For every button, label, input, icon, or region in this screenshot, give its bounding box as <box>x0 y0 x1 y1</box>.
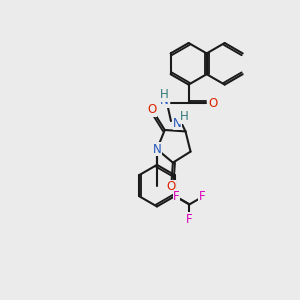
Text: H: H <box>160 88 169 101</box>
Text: O: O <box>167 180 176 193</box>
Text: N: N <box>173 117 182 130</box>
Text: F: F <box>199 190 206 203</box>
Text: N: N <box>160 94 169 107</box>
Text: H: H <box>180 110 188 123</box>
Text: F: F <box>173 190 180 203</box>
Text: O: O <box>147 103 157 116</box>
Text: N: N <box>153 143 161 156</box>
Text: O: O <box>208 97 218 110</box>
Text: F: F <box>186 213 193 226</box>
